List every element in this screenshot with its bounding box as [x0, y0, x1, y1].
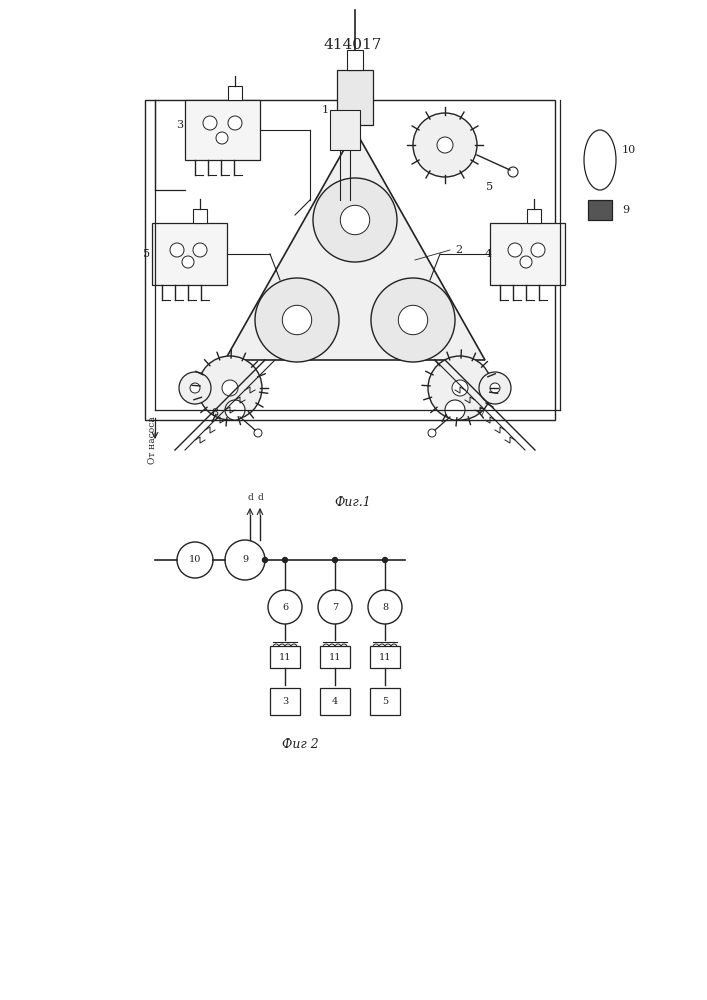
Bar	[330, 110, 360, 150]
Circle shape	[332, 558, 337, 562]
Text: 7: 7	[332, 602, 338, 611]
Circle shape	[452, 380, 468, 396]
Circle shape	[190, 383, 200, 393]
Circle shape	[283, 558, 288, 562]
Circle shape	[520, 256, 532, 268]
Circle shape	[391, 644, 397, 650]
Bar	[490, 223, 565, 285]
Text: 3: 3	[282, 698, 288, 706]
Bar	[588, 200, 612, 220]
Circle shape	[428, 429, 436, 437]
Bar	[347, 50, 363, 70]
Circle shape	[398, 305, 428, 335]
Text: 3: 3	[176, 120, 183, 130]
Bar	[270, 646, 300, 668]
Text: 11: 11	[279, 652, 291, 662]
Text: 4: 4	[485, 249, 492, 259]
Bar	[185, 100, 260, 160]
Circle shape	[379, 644, 385, 650]
Circle shape	[198, 356, 262, 420]
Circle shape	[225, 540, 265, 580]
Text: 8: 8	[382, 602, 388, 611]
Circle shape	[329, 644, 335, 650]
Circle shape	[531, 243, 545, 257]
Circle shape	[437, 137, 453, 153]
Ellipse shape	[584, 130, 616, 190]
Bar	[228, 86, 242, 100]
Text: Фиг 2: Фиг 2	[281, 738, 318, 752]
Polygon shape	[225, 130, 485, 360]
Circle shape	[341, 644, 347, 650]
Text: 9: 9	[242, 556, 248, 564]
Bar	[152, 223, 227, 285]
Circle shape	[413, 113, 477, 177]
Text: 5: 5	[382, 698, 388, 706]
Circle shape	[335, 644, 341, 650]
Circle shape	[282, 305, 312, 335]
Circle shape	[228, 116, 242, 130]
Circle shape	[323, 644, 329, 650]
Bar	[370, 688, 400, 715]
Circle shape	[255, 278, 339, 362]
Circle shape	[428, 356, 492, 420]
Text: 1: 1	[322, 105, 329, 115]
Bar	[527, 209, 541, 223]
Bar	[320, 646, 350, 668]
Text: 11: 11	[329, 652, 341, 662]
Circle shape	[385, 644, 391, 650]
Text: От насоса: От насоса	[148, 416, 157, 464]
Circle shape	[273, 644, 279, 650]
Text: 7: 7	[478, 408, 485, 418]
Text: 6: 6	[282, 602, 288, 611]
Bar	[193, 209, 207, 223]
Text: 8: 8	[211, 408, 218, 418]
Circle shape	[368, 590, 402, 624]
Circle shape	[445, 400, 465, 420]
Text: 4: 4	[332, 698, 338, 706]
Bar	[370, 646, 400, 668]
Circle shape	[373, 644, 379, 650]
Circle shape	[340, 205, 370, 235]
Circle shape	[508, 167, 518, 177]
Text: Фиг.1: Фиг.1	[334, 495, 371, 508]
Bar	[270, 688, 300, 715]
Text: 11: 11	[379, 652, 391, 662]
Circle shape	[371, 278, 455, 362]
Circle shape	[313, 178, 397, 262]
Circle shape	[268, 590, 302, 624]
Text: 9: 9	[622, 205, 629, 215]
Circle shape	[182, 256, 194, 268]
Circle shape	[262, 558, 267, 562]
Text: d: d	[247, 493, 253, 502]
Text: 5: 5	[486, 182, 493, 192]
Circle shape	[177, 542, 213, 578]
Circle shape	[318, 590, 352, 624]
Circle shape	[382, 558, 387, 562]
Text: 2: 2	[455, 245, 462, 255]
Text: 5: 5	[143, 249, 150, 259]
Text: 414017: 414017	[324, 38, 382, 52]
Circle shape	[508, 243, 522, 257]
Circle shape	[216, 132, 228, 144]
Circle shape	[170, 243, 184, 257]
Circle shape	[222, 380, 238, 396]
Text: 10: 10	[189, 556, 201, 564]
Circle shape	[193, 243, 207, 257]
Text: d: d	[257, 493, 263, 502]
Circle shape	[203, 116, 217, 130]
Circle shape	[179, 372, 211, 404]
Circle shape	[490, 383, 500, 393]
Bar	[337, 70, 373, 125]
Circle shape	[225, 400, 245, 420]
Circle shape	[254, 429, 262, 437]
Text: 10: 10	[622, 145, 636, 155]
Bar	[145, 100, 555, 420]
Circle shape	[291, 644, 297, 650]
Bar	[320, 688, 350, 715]
Circle shape	[279, 644, 285, 650]
Circle shape	[285, 644, 291, 650]
Circle shape	[479, 372, 511, 404]
